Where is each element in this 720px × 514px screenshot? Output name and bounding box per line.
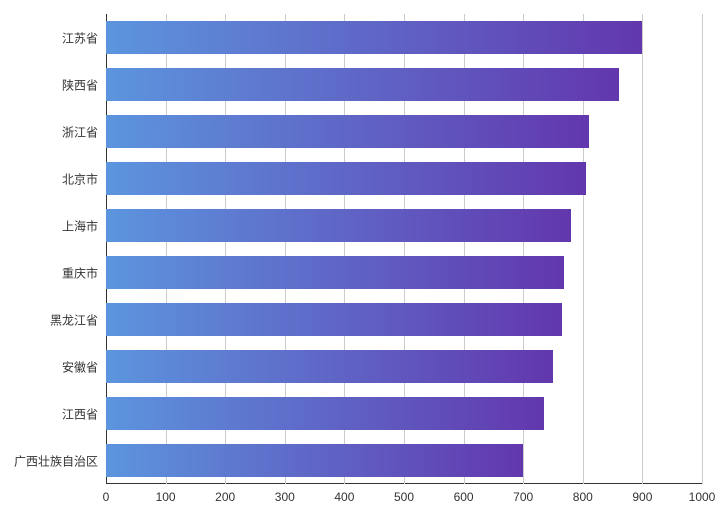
x-tick-label: 0: [103, 484, 110, 504]
x-gridline: [702, 14, 703, 484]
y-tick-label: 重庆市: [62, 264, 106, 281]
plot-area: 01002003004005006007008009001000江苏省陕西省浙江…: [106, 14, 702, 484]
y-tick-label: 江苏省: [62, 29, 106, 46]
x-tick-label: 1000: [689, 484, 716, 504]
y-tick-label: 江西省: [62, 405, 106, 422]
y-tick-label: 北京市: [62, 170, 106, 187]
bar: [106, 350, 553, 383]
bar: [106, 397, 544, 430]
x-tick-label: 700: [513, 484, 533, 504]
y-tick-label: 广西壮族自治区: [14, 452, 106, 469]
x-tick-label: 100: [156, 484, 176, 504]
bar: [106, 256, 564, 289]
x-tick-label: 900: [632, 484, 652, 504]
provinces-bar-chart: 0 100 200 300 400 500 600 700 800 900 1000 江苏省陕西省浙江…: [0, 0, 720, 514]
bar: [106, 162, 586, 195]
bar: [106, 209, 571, 242]
x-tick-label: 400: [334, 484, 354, 504]
y-tick-label: 黑龙江省: [50, 311, 106, 328]
x-tick-label: 200: [215, 484, 235, 504]
bar: [106, 68, 619, 101]
bar: [106, 21, 642, 54]
y-tick-label: 浙江省: [62, 123, 106, 140]
x-gridline: [642, 14, 643, 484]
bar: [106, 115, 589, 148]
x-tick-label: 300: [275, 484, 295, 504]
bar: [106, 444, 523, 477]
x-tick-label: 600: [454, 484, 474, 504]
y-tick-label: 安徽省: [62, 358, 106, 375]
bar: [106, 303, 562, 336]
x-tick-label: 800: [573, 484, 593, 504]
y-tick-label: 陕西省: [62, 76, 106, 93]
y-tick-label: 上海市: [62, 217, 106, 234]
x-tick-label: 500: [394, 484, 414, 504]
